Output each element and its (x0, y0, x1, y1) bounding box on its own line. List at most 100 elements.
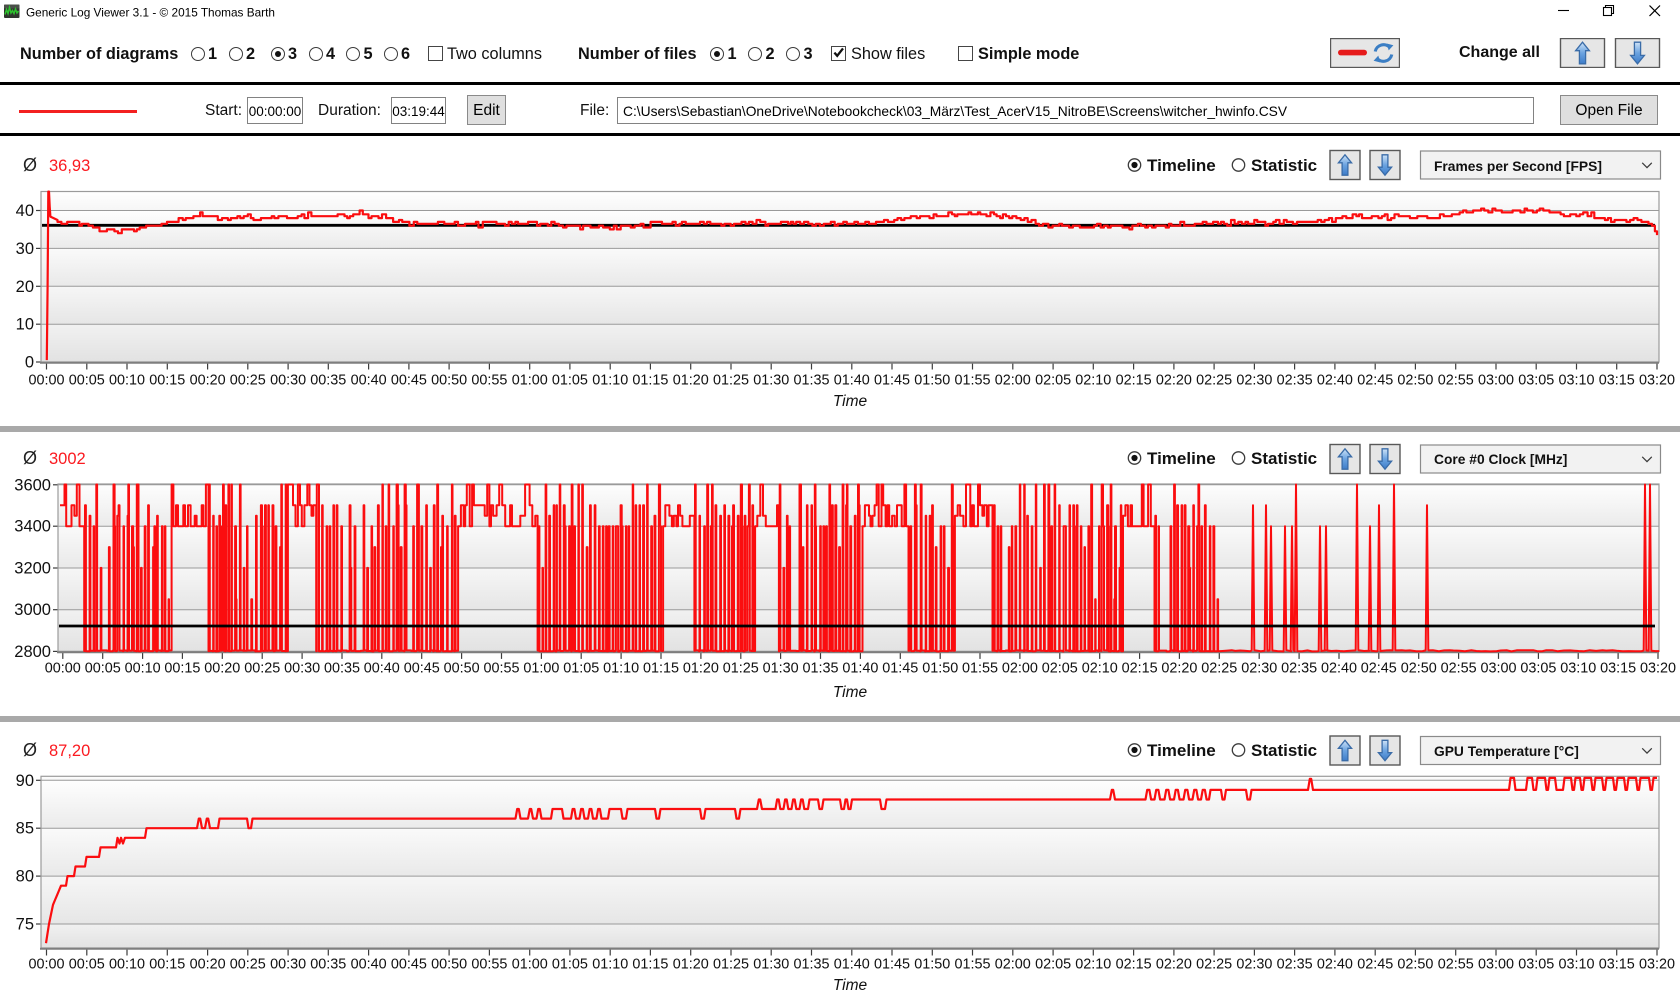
svg-text:01:00: 01:00 (512, 957, 548, 973)
svg-text:00:15: 00:15 (149, 373, 185, 389)
svg-text:02:10: 02:10 (1075, 957, 1111, 973)
svg-text:02:35: 02:35 (1277, 373, 1313, 389)
svg-text:02:00: 02:00 (995, 957, 1031, 973)
svg-text:Timeline: Timeline (1147, 449, 1216, 468)
svg-text:00:50: 00:50 (444, 661, 480, 677)
svg-text:Ø: Ø (23, 740, 37, 760)
svg-text:00:35: 00:35 (310, 373, 346, 389)
svg-text:36,93: 36,93 (49, 157, 90, 175)
svg-text:03:00: 03:00 (1478, 373, 1514, 389)
svg-text:01:30: 01:30 (753, 957, 789, 973)
svg-text:02:45: 02:45 (1357, 957, 1393, 973)
svg-text:01:35: 01:35 (793, 373, 829, 389)
svg-text:01:55: 01:55 (954, 957, 990, 973)
svg-text:30: 30 (16, 240, 34, 258)
svg-text:Timeline: Timeline (1147, 741, 1216, 760)
svg-text:75: 75 (16, 916, 34, 934)
svg-text:00:30: 00:30 (284, 661, 320, 677)
svg-text:02:45: 02:45 (1357, 373, 1393, 389)
svg-text:03:20: 03:20 (1639, 957, 1675, 973)
svg-text:02:50: 02:50 (1397, 373, 1433, 389)
svg-text:01:50: 01:50 (914, 957, 950, 973)
svg-text:02:15: 02:15 (1122, 661, 1158, 677)
svg-text:85: 85 (16, 820, 34, 838)
svg-text:01:50: 01:50 (922, 661, 958, 677)
svg-text:00:10: 00:10 (125, 661, 161, 677)
svg-text:03:10: 03:10 (1558, 373, 1594, 389)
svg-text:00:15: 00:15 (164, 661, 200, 677)
svg-text:00:55: 00:55 (471, 957, 507, 973)
svg-text:02:05: 02:05 (1035, 957, 1071, 973)
svg-text:00:45: 00:45 (391, 373, 427, 389)
svg-text:01:05: 01:05 (552, 957, 588, 973)
svg-text:03:20: 03:20 (1639, 373, 1675, 389)
svg-text:Statistic: Statistic (1251, 449, 1317, 468)
svg-text:03:05: 03:05 (1518, 957, 1554, 973)
svg-text:01:50: 01:50 (914, 373, 950, 389)
svg-text:03:20: 03:20 (1640, 661, 1676, 677)
svg-text:00:00: 00:00 (28, 373, 64, 389)
svg-text:01:25: 01:25 (713, 373, 749, 389)
svg-text:00:20: 00:20 (190, 373, 226, 389)
svg-text:Ø: Ø (23, 155, 37, 175)
svg-text:02:20: 02:20 (1161, 661, 1197, 677)
svg-text:02:20: 02:20 (1156, 957, 1192, 973)
svg-text:01:35: 01:35 (802, 661, 838, 677)
svg-text:01:45: 01:45 (874, 373, 910, 389)
svg-text:03:15: 03:15 (1599, 373, 1635, 389)
svg-text:02:55: 02:55 (1438, 373, 1474, 389)
svg-text:00:50: 00:50 (431, 373, 467, 389)
svg-text:01:10: 01:10 (592, 957, 628, 973)
svg-text:00:50: 00:50 (431, 957, 467, 973)
svg-text:Frames per Second [FPS]: Frames per Second [FPS] (1434, 159, 1602, 174)
svg-text:00:45: 00:45 (404, 661, 440, 677)
svg-text:01:40: 01:40 (834, 957, 870, 973)
svg-text:01:45: 01:45 (882, 661, 918, 677)
svg-text:00:05: 00:05 (69, 373, 105, 389)
svg-text:01:25: 01:25 (723, 661, 759, 677)
svg-text:00:35: 00:35 (324, 661, 360, 677)
svg-text:01:20: 01:20 (683, 661, 719, 677)
svg-text:20: 20 (16, 278, 34, 296)
svg-text:00:10: 00:10 (109, 373, 145, 389)
svg-text:3400: 3400 (14, 518, 51, 536)
svg-text:03:00: 03:00 (1480, 661, 1516, 677)
svg-text:40: 40 (16, 202, 34, 220)
svg-text:01:55: 01:55 (962, 661, 998, 677)
svg-text:02:40: 02:40 (1321, 661, 1357, 677)
svg-text:Core #0 Clock [MHz]: Core #0 Clock [MHz] (1434, 452, 1567, 467)
svg-text:01:15: 01:15 (632, 957, 668, 973)
svg-text:01:15: 01:15 (632, 373, 668, 389)
svg-text:02:50: 02:50 (1397, 957, 1433, 973)
svg-text:03:05: 03:05 (1520, 661, 1556, 677)
svg-text:00:05: 00:05 (85, 661, 121, 677)
svg-text:02:55: 02:55 (1438, 957, 1474, 973)
svg-text:00:55: 00:55 (471, 373, 507, 389)
svg-text:01:25: 01:25 (713, 957, 749, 973)
svg-text:00:05: 00:05 (69, 957, 105, 973)
svg-text:00:00: 00:00 (28, 957, 64, 973)
svg-text:00:30: 00:30 (270, 373, 306, 389)
svg-text:02:25: 02:25 (1196, 957, 1232, 973)
svg-text:02:10: 02:10 (1082, 661, 1118, 677)
svg-text:00:25: 00:25 (230, 957, 266, 973)
svg-text:01:40: 01:40 (842, 661, 878, 677)
svg-text:03:10: 03:10 (1558, 957, 1594, 973)
svg-text:00:20: 00:20 (190, 957, 226, 973)
svg-text:3000: 3000 (14, 601, 51, 619)
svg-text:00:20: 00:20 (204, 661, 240, 677)
svg-text:02:05: 02:05 (1035, 373, 1071, 389)
svg-text:3002: 3002 (49, 450, 86, 468)
svg-text:01:30: 01:30 (763, 661, 799, 677)
svg-text:01:10: 01:10 (592, 373, 628, 389)
svg-text:01:05: 01:05 (552, 373, 588, 389)
svg-text:02:10: 02:10 (1075, 373, 1111, 389)
svg-text:3600: 3600 (14, 476, 51, 494)
svg-text:00:55: 00:55 (483, 661, 519, 677)
svg-text:01:05: 01:05 (563, 661, 599, 677)
svg-text:02:30: 02:30 (1236, 957, 1272, 973)
svg-text:10: 10 (16, 316, 34, 334)
svg-text:03:10: 03:10 (1560, 661, 1596, 677)
svg-text:00:30: 00:30 (270, 957, 306, 973)
svg-text:02:00: 02:00 (1002, 661, 1038, 677)
